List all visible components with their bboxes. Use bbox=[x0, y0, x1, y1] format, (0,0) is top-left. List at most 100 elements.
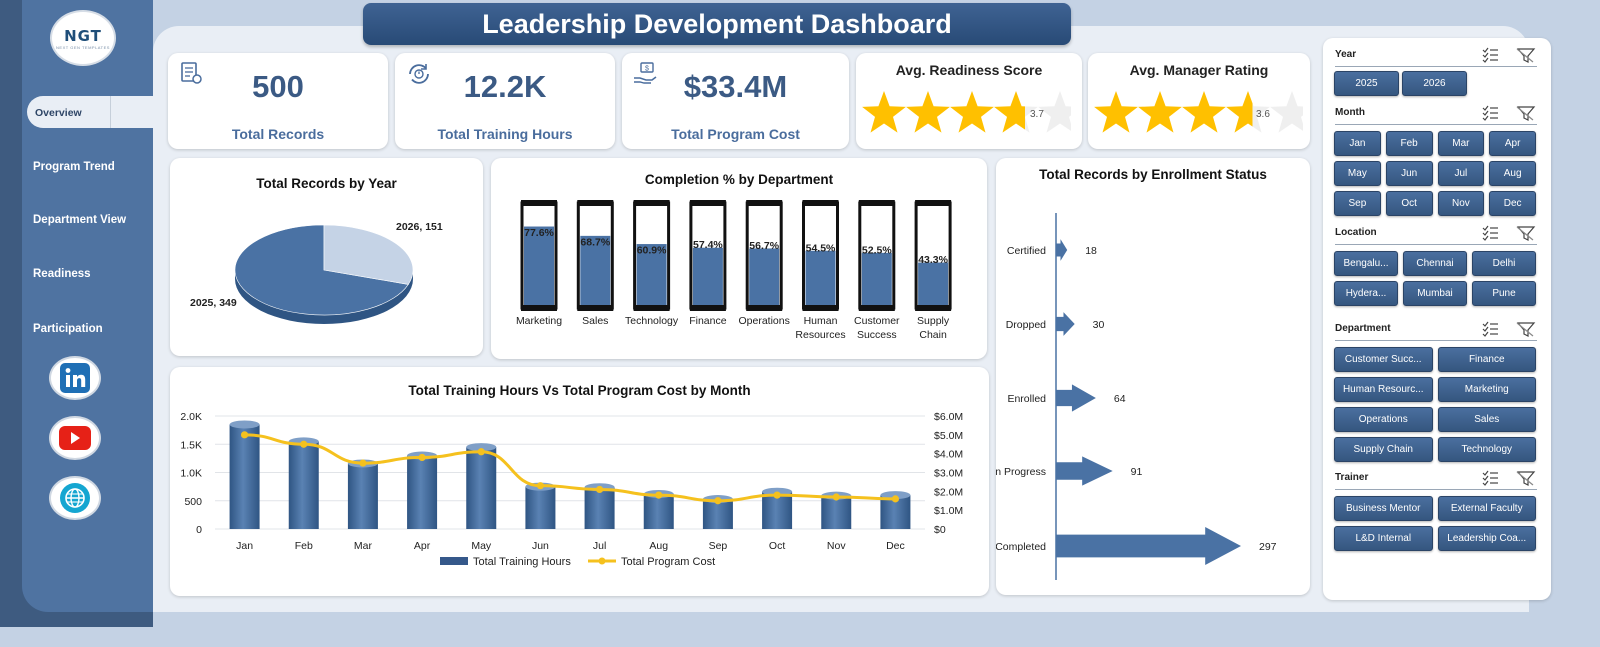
slicer-option[interactable]: Mumbai bbox=[1403, 281, 1467, 306]
rating-value: 3.6 bbox=[1256, 109, 1270, 120]
month-bar bbox=[347, 463, 378, 529]
slicer-option[interactable]: Marketing bbox=[1437, 377, 1536, 402]
slicer-option[interactable]: May bbox=[1334, 161, 1381, 186]
y-left-tick: 1.5K bbox=[180, 439, 202, 451]
linkedin-icon bbox=[60, 363, 90, 393]
cost-point bbox=[300, 440, 308, 448]
cost-point bbox=[773, 491, 781, 499]
star bbox=[1094, 91, 1138, 133]
page-title: Leadership Development Dashboard bbox=[363, 3, 1071, 45]
combo-chart: 0 500 1.0K 1.5K 2.0K $0 $1.0M $2.0M $3.0M $4.0M $5… bbox=[180, 411, 963, 568]
slicer-option[interactable]: External Faculty bbox=[1437, 496, 1536, 521]
enroll-value-label: 18 bbox=[1085, 245, 1097, 257]
completion-bar-chart: 77.6% Marketing 68.7% Sales 60.9% Technology 5… bbox=[516, 200, 952, 341]
nav-active-tab bbox=[27, 96, 153, 128]
rating-manager: Avg. Manager Rating 3.6 bbox=[1088, 53, 1310, 149]
slicer-option[interactable]: Chennai bbox=[1403, 251, 1467, 276]
slicer-option[interactable]: L&D Internal bbox=[1334, 526, 1433, 551]
slicer-divider bbox=[1335, 66, 1537, 67]
clock-refresh-icon bbox=[409, 64, 429, 84]
slicer-option[interactable]: Business Mentor bbox=[1334, 496, 1433, 521]
nav-participation[interactable]: Participation bbox=[33, 323, 103, 335]
enroll-category-label: In Progress bbox=[996, 466, 1046, 478]
multi-select-clear-filter-icon[interactable] bbox=[1481, 105, 1539, 121]
slicer-title-trainer: Trainer bbox=[1335, 472, 1369, 483]
bar-cap-top bbox=[689, 200, 726, 206]
month-bar bbox=[466, 447, 497, 529]
multi-select-clear-filter-icon[interactable] bbox=[1481, 225, 1539, 241]
x-tick: May bbox=[471, 540, 492, 552]
enroll-value-label: 64 bbox=[1114, 393, 1126, 405]
x-tick: Dec bbox=[886, 540, 905, 552]
star bbox=[1270, 91, 1303, 133]
chart-completion-by-department: Completion % by Department 77.6% Marketin… bbox=[491, 158, 987, 359]
slicer-option[interactable]: 2025 bbox=[1334, 71, 1399, 96]
legend-bar-label: Total Training Hours bbox=[473, 556, 571, 568]
slicer-option[interactable]: Sep bbox=[1334, 191, 1381, 216]
bar-data-label: 52.5% bbox=[862, 244, 892, 256]
slicer-option[interactable]: Hydera... bbox=[1334, 281, 1398, 306]
website-button[interactable] bbox=[49, 476, 101, 520]
bar-fill bbox=[861, 252, 892, 305]
linkedin-button[interactable] bbox=[49, 356, 101, 400]
pie-chart: 2026, 151 2025, 349 bbox=[190, 221, 443, 324]
bar-category-label: Sales bbox=[582, 315, 608, 327]
youtube-button[interactable] bbox=[49, 416, 101, 460]
slicer-option[interactable]: Human Resourc... bbox=[1334, 377, 1433, 402]
star bbox=[1226, 91, 1270, 133]
slicer-option[interactable]: Dec bbox=[1489, 191, 1536, 216]
star bbox=[1038, 91, 1071, 133]
nav-department-view[interactable]: Department View bbox=[33, 214, 127, 226]
nav-overview[interactable]: Overview bbox=[35, 107, 82, 119]
sidebar bbox=[22, 0, 153, 612]
slicer-option[interactable]: Bengalu... bbox=[1334, 251, 1398, 276]
y-left-tick: 1.0K bbox=[180, 468, 202, 480]
slicer-option[interactable]: Jun bbox=[1385, 161, 1433, 186]
logo: NGT NEXT GEN TEMPLATES bbox=[50, 10, 116, 66]
slicer-option[interactable]: Delhi bbox=[1472, 251, 1536, 276]
bar-fill bbox=[636, 244, 667, 305]
slicer-option[interactable]: Sales bbox=[1437, 407, 1536, 432]
nav-divider bbox=[110, 96, 111, 128]
x-tick: Sep bbox=[709, 540, 728, 552]
slicer-divider bbox=[1335, 340, 1537, 341]
bar-cap-top bbox=[521, 200, 557, 206]
slicer-option[interactable]: Operations bbox=[1334, 407, 1433, 432]
slicer-option[interactable]: Finance bbox=[1437, 347, 1536, 372]
enroll-value-label: 91 bbox=[1131, 466, 1143, 478]
slicer-title-month: Month bbox=[1335, 107, 1365, 118]
slicer-option[interactable]: 2026 bbox=[1402, 71, 1467, 96]
nav-program-trend[interactable]: Program Trend bbox=[33, 161, 115, 173]
bar-cap-bottom bbox=[521, 305, 557, 311]
cost-point bbox=[240, 431, 249, 439]
slicer-option[interactable]: Customer Succ... bbox=[1334, 347, 1433, 372]
logo-text: NGT bbox=[64, 26, 102, 45]
month-bar bbox=[584, 487, 615, 529]
cost-point bbox=[832, 493, 840, 501]
bar-cap-bottom bbox=[858, 305, 895, 311]
multi-select-clear-filter-icon[interactable] bbox=[1481, 321, 1539, 337]
slicer-option[interactable]: Technology bbox=[1437, 437, 1536, 462]
slicer-option[interactable]: Jul bbox=[1437, 161, 1485, 186]
slicer-option[interactable]: Mar bbox=[1437, 131, 1485, 156]
star bbox=[950, 91, 994, 133]
kpi-label: Total Records bbox=[231, 126, 325, 142]
nav-readiness[interactable]: Readiness bbox=[33, 268, 91, 280]
star bbox=[994, 91, 1038, 133]
slicer-option[interactable]: Supply Chain bbox=[1334, 437, 1433, 462]
bar-data-label: 54.5% bbox=[806, 242, 836, 254]
slicer-option[interactable]: Jan bbox=[1334, 131, 1381, 156]
cost-point bbox=[595, 485, 604, 494]
multi-select-clear-filter-icon[interactable] bbox=[1481, 470, 1539, 486]
slicer-option[interactable]: Nov bbox=[1437, 191, 1485, 216]
globe-icon bbox=[60, 483, 90, 513]
slicer-option[interactable]: Leadership Coa... bbox=[1437, 526, 1536, 551]
slicer-option[interactable]: Pune bbox=[1472, 281, 1536, 306]
slicer-option[interactable]: Aug bbox=[1489, 161, 1536, 186]
slicer-option[interactable]: Oct bbox=[1385, 191, 1433, 216]
bar-fill bbox=[749, 248, 780, 305]
slicer-option[interactable]: Apr bbox=[1489, 131, 1536, 156]
slicer-option[interactable]: Feb bbox=[1385, 131, 1433, 156]
cost-point bbox=[418, 453, 426, 462]
multi-select-clear-filter-icon[interactable] bbox=[1481, 47, 1539, 63]
